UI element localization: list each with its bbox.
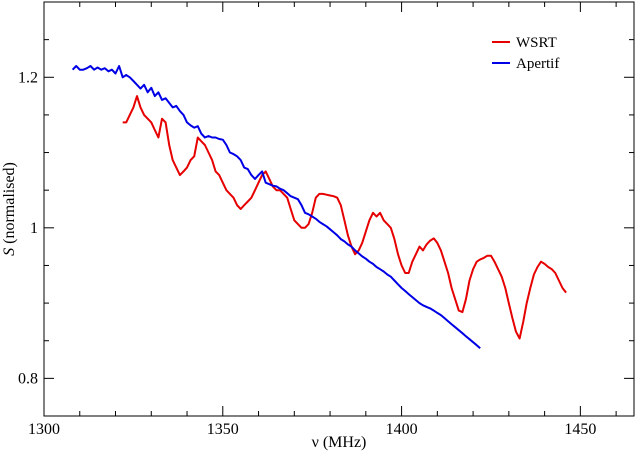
x-tick-label: 1400 — [386, 421, 418, 438]
y-tick-label: 1 — [30, 220, 38, 237]
x-tick-label: 1350 — [207, 421, 239, 438]
legend-label-apertif: Apertif — [516, 56, 559, 72]
series-group — [71, 65, 567, 350]
legend: WSRT Apertif — [492, 35, 559, 72]
x-axis-label: ν (MHz) — [312, 434, 367, 451]
y-tick-label: 0.8 — [18, 370, 38, 387]
series-line-apertif — [71, 65, 481, 350]
y-axis-label-symbol: S — [1, 248, 18, 256]
y-axis-label: S (normalised) — [1, 162, 18, 256]
legend-label-wsrt: WSRT — [516, 35, 557, 51]
y-axis-label-text: (normalised) — [1, 162, 18, 248]
x-tick-label: 1300 — [28, 421, 60, 438]
axis-ticks: 1300 1350 1400 1450 0.8 1 1.2 — [18, 2, 634, 438]
y-tick-label: 1.2 — [18, 69, 38, 86]
plot-frame — [43, 1, 635, 417]
x-tick-label: 1450 — [564, 421, 596, 438]
series-line-wsrt — [122, 95, 567, 340]
